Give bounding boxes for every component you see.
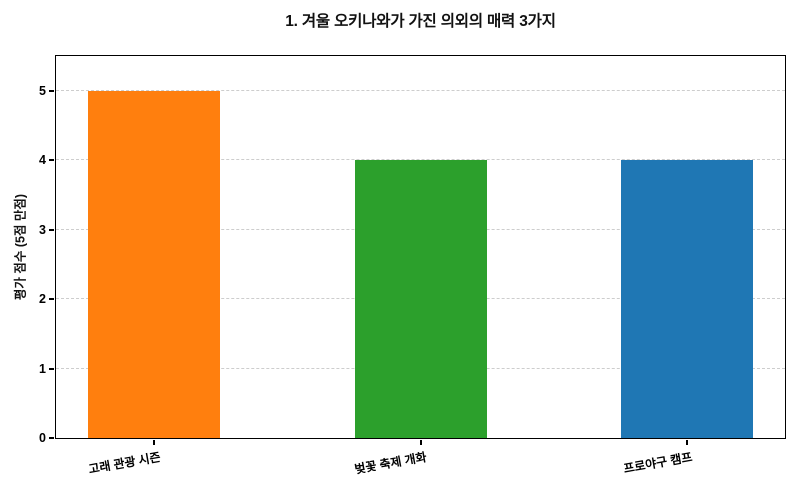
y-tick-label: 1 — [39, 361, 46, 376]
gridline — [56, 159, 785, 161]
chart-title: 1. 겨울 오키나와가 가진 의외의 매력 3가지 — [285, 13, 556, 30]
y-tick-label: 0 — [39, 431, 46, 445]
x-tick-label-1: 고래 관광 시즌 — [86, 449, 162, 477]
y-tick-label: 2 — [39, 292, 46, 307]
y-tick-label: 4 — [39, 153, 46, 168]
y-tick-mark — [49, 298, 54, 301]
bar-2 — [354, 160, 487, 438]
x-tick-mark — [419, 440, 422, 445]
y-axis-label: 평가 점수 (5점 만점) — [13, 193, 28, 301]
y-tick-label: 5 — [39, 83, 46, 98]
y-tick-mark — [49, 89, 54, 92]
bar-3 — [620, 160, 753, 438]
y-tick-mark — [49, 159, 54, 162]
y-tick-label: 3 — [39, 222, 46, 237]
plot-area: 0 1 2 3 4 5 고래 관광 시즌 벚꽃 축제 개화 프로야구 캠프 — [39, 55, 786, 476]
y-tick-mark — [49, 228, 54, 231]
bar-1 — [88, 90, 221, 438]
x-tick-label-2: 벚꽃 축제 개화 — [353, 449, 428, 477]
x-tick-label-3: 프로야구 캠프 — [622, 449, 694, 476]
x-tick-mark — [153, 440, 156, 445]
x-tick-mark — [685, 440, 688, 445]
gridline — [56, 89, 785, 91]
y-tick-mark — [49, 437, 54, 439]
y-tick-mark — [49, 367, 54, 370]
